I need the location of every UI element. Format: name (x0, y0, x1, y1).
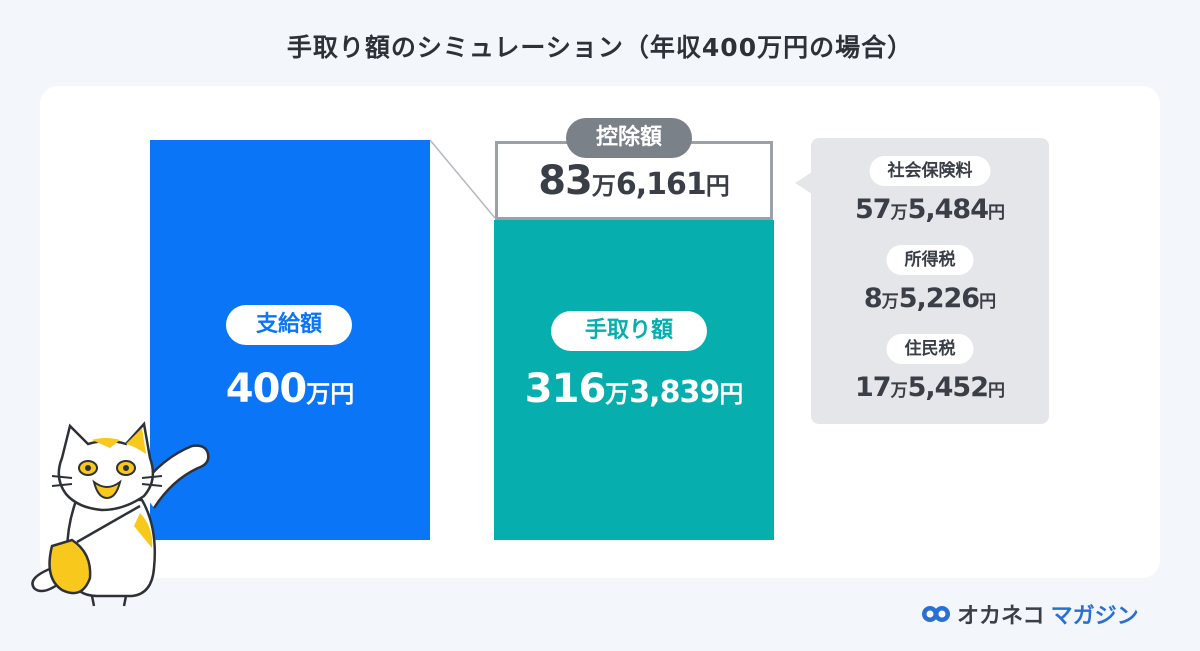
net-amount-main: 316 (524, 366, 606, 412)
net-amount-rest: 3,839 (629, 375, 720, 410)
resident-tax-main: 17 (855, 372, 892, 403)
deduction-breakdown: 社会保険料 57万5,484円 所得税 8万5,226円 住民税 17万5,45… (811, 138, 1049, 424)
logo-text-magazine: マガジン (1050, 604, 1139, 629)
social-insurance-amount: 57万5,484円 (811, 194, 1049, 225)
net-amount-man: 万 (605, 380, 630, 408)
income-tax-label: 所得税 (886, 245, 974, 275)
deduction-amount: 83万6,161円 (495, 158, 773, 204)
okaneko-logo[interactable]: オカネコ マガジン (921, 600, 1139, 629)
social-insurance-man: 万 (890, 203, 908, 223)
social-insurance-label: 社会保険料 (869, 156, 991, 186)
social-insurance-main: 57 (855, 194, 892, 225)
resident-tax-man: 万 (890, 381, 908, 401)
income-tax-yen: 円 (979, 292, 997, 312)
gross-amount-main: 400 (225, 366, 307, 412)
resident-tax-rest: 5,452 (907, 372, 989, 403)
deduction-amount-main: 83 (538, 158, 593, 204)
income-tax-main: 8 (863, 283, 883, 314)
social-insurance-yen: 円 (987, 203, 1005, 223)
deduction-amount-man: 万 (591, 172, 616, 200)
okaneko-logo-icon (922, 606, 950, 622)
gross-amount: 400万円 (150, 366, 430, 412)
deduction-amount-rest: 6,161 (615, 167, 707, 202)
net-label: 手取り額 (551, 311, 707, 351)
deduction-label: 控除額 (566, 118, 692, 158)
income-tax-rest: 5,226 (898, 283, 980, 314)
income-tax-amount: 8万5,226円 (811, 283, 1049, 314)
mascot-cat-icon (31, 421, 210, 607)
logo-text-okaneko: オカネコ (957, 604, 1045, 629)
net-amount-yen: 円 (719, 380, 744, 408)
gross-label: 支給額 (226, 305, 352, 345)
resident-tax-amount: 17万5,452円 (811, 372, 1049, 403)
resident-tax-label: 住民税 (886, 334, 974, 364)
social-insurance-rest: 5,484 (907, 194, 989, 225)
resident-tax-yen: 円 (987, 381, 1005, 401)
net-amount: 316万3,839円 (494, 366, 774, 412)
page-title: 手取り額のシミュレーション（年収400万円の場合） (286, 33, 914, 62)
breakdown-pointer (795, 172, 812, 194)
gross-amount-unit: 万円 (306, 380, 355, 408)
net-bar (494, 220, 774, 540)
income-tax-man: 万 (881, 292, 899, 312)
deduction-amount-yen: 円 (705, 172, 730, 200)
